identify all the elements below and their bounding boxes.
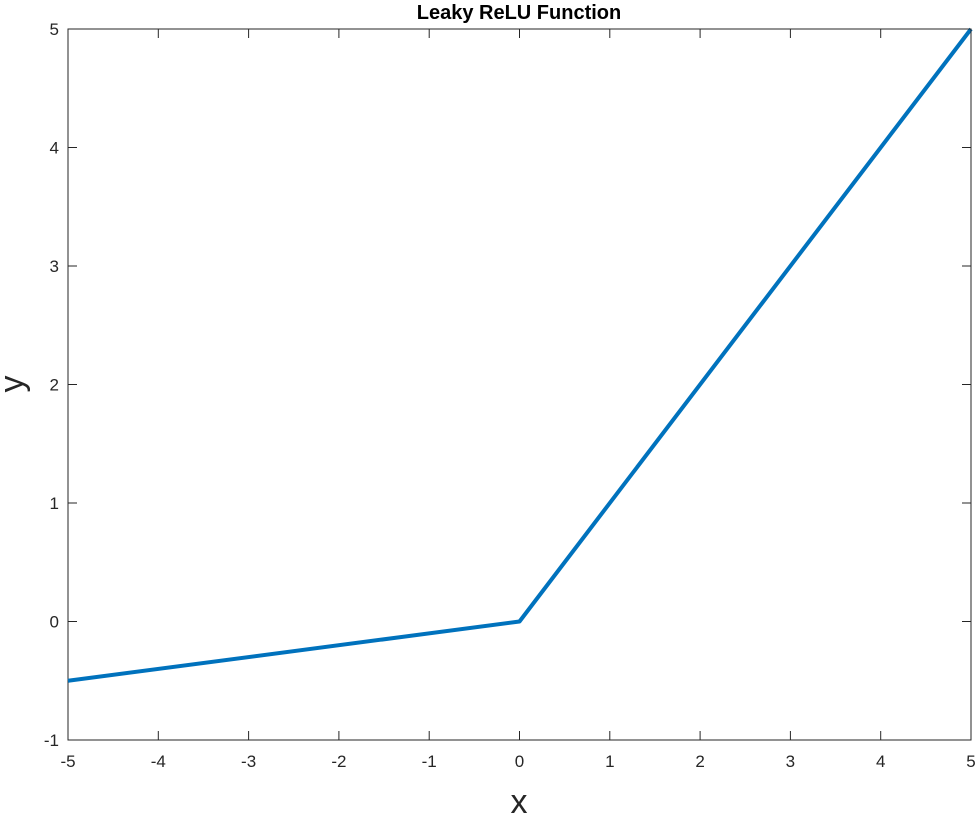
x-axis-label: x: [511, 783, 528, 817]
series-line: [67, 27, 973, 683]
x-tick-label: -3: [241, 752, 256, 771]
x-tick-label: -2: [331, 752, 346, 771]
x-tick-label: 5: [966, 752, 975, 771]
x-tick-label: -5: [60, 752, 75, 771]
y-tick-label: -1: [44, 731, 59, 750]
y-tick-label: 1: [50, 494, 59, 513]
x-tick-label: 2: [695, 752, 704, 771]
y-tick-label: 3: [50, 257, 59, 276]
y-tick-label: 5: [50, 20, 59, 39]
x-tick-label: -4: [151, 752, 166, 771]
x-tick-label: -1: [422, 752, 437, 771]
series-layer: [67, 27, 973, 683]
chart-title: Leaky ReLU Function: [417, 2, 621, 24]
ticks-layer: -5 -4 -3 -2 -1 0 1 2 3 4 5 -1 0 1 2 3 4 5: [44, 20, 976, 771]
x-tick-label: 0: [515, 752, 524, 771]
y-axis-label: y: [0, 376, 31, 393]
x-tick-label: 1: [605, 752, 614, 771]
y-tick-label: 0: [50, 613, 59, 632]
y-tick-label: 4: [50, 139, 59, 158]
x-tick-label: 3: [786, 752, 795, 771]
x-tick-label: 4: [876, 752, 885, 771]
y-tick-label: 2: [50, 376, 59, 395]
